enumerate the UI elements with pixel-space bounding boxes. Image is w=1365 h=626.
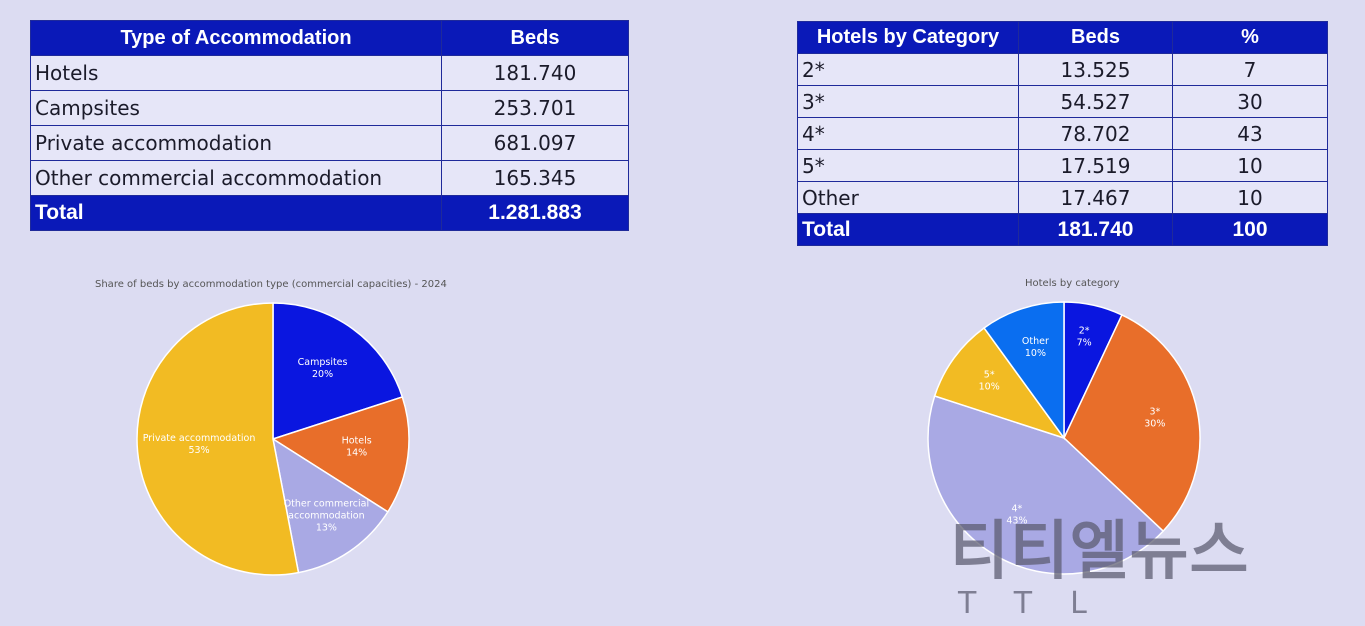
pie-slices — [136, 302, 410, 576]
total-beds: 1.281.883 — [441, 195, 629, 231]
table-row: Hotels 181.740 — [30, 55, 629, 91]
pie-label-other: Other 10% — [1022, 336, 1049, 359]
row-beds: 13.525 — [1018, 53, 1173, 86]
pie-label-line: 43% — [1006, 516, 1027, 527]
total-beds: 181.740 — [1018, 213, 1173, 246]
pie-label-other-commercial-accommodation: Other commercial accommodation 13% — [284, 499, 369, 534]
row-label: 3* — [797, 85, 1019, 118]
total-percent: 100 — [1172, 213, 1328, 246]
total-label: Total — [30, 195, 442, 231]
pie-label-line: Other — [1022, 336, 1049, 347]
header-beds: Beds — [1018, 21, 1173, 54]
pie-label-line: 10% — [979, 382, 1000, 393]
table-row: 3* 54.527 30 — [797, 85, 1328, 118]
pie-label-private-accommodation: Private accommodation 53% — [143, 433, 256, 456]
table-header-row: Hotels by Category Beds % — [797, 21, 1328, 54]
chart-title: Hotels by category — [1025, 278, 1120, 289]
pie-label-line: 30% — [1144, 419, 1165, 430]
pie-slice-4 — [927, 395, 1165, 575]
pie-label-line: 14% — [346, 448, 367, 459]
pie-slice-5 — [933, 326, 1066, 440]
total-label: Total — [797, 213, 1019, 246]
pie-label-line: 20% — [312, 369, 333, 380]
table-header-row: Type of Accommodation Beds — [30, 20, 629, 56]
header-beds: Beds — [441, 20, 629, 56]
table-row: 2* 13.525 7 — [797, 53, 1328, 86]
row-percent: 10 — [1172, 181, 1328, 214]
row-label: 2* — [797, 53, 1019, 86]
row-beds: 17.467 — [1018, 181, 1173, 214]
row-beds: 181.740 — [441, 55, 629, 91]
row-label: Campsites — [30, 90, 442, 126]
table-row: 5* 17.519 10 — [797, 149, 1328, 182]
row-label: Other — [797, 181, 1019, 214]
pie-label-line: Private accommodation — [143, 433, 256, 444]
row-beds: 253.701 — [441, 90, 629, 126]
table-row: Private accommodation 681.097 — [30, 125, 629, 161]
row-label: 4* — [797, 117, 1019, 150]
pie-label-line: 5* — [984, 370, 995, 381]
pie-label-line: accommodation — [288, 511, 364, 522]
hotels-category-pie-chart: Hotels by category 2* 7%3* 30%4* 43%5* 10%Ot… — [927, 278, 1201, 575]
pie-label-line: 10% — [1025, 348, 1046, 359]
pie-label-campsites: Campsites 20% — [298, 357, 348, 380]
row-percent: 7 — [1172, 53, 1328, 86]
accommodation-table: Type of Accommodation Beds Hotels 181.74… — [30, 20, 629, 231]
pie-label-line: Campsites — [298, 357, 348, 368]
pie-label-line: Other commercial — [284, 499, 369, 510]
pie-labels: Campsites 20% Hotels 14% Other commercial acc… — [143, 357, 372, 534]
pie-label-line: Hotels — [342, 436, 372, 447]
pie-label-2: 2* 7% — [1077, 326, 1092, 349]
pie-label-5: 5* 10% — [979, 370, 1000, 393]
pie-slice-campsites — [272, 302, 404, 441]
pie-label-hotels: Hotels 14% — [342, 436, 372, 459]
pie-slice-other-commercial-accommodation — [271, 437, 389, 574]
pie-label-line: 4* — [1012, 504, 1023, 515]
pie-label-line: 2* — [1079, 326, 1090, 337]
table-row: Campsites 253.701 — [30, 90, 629, 126]
row-beds: 165.345 — [441, 160, 629, 196]
row-percent: 10 — [1172, 149, 1328, 182]
pie-label-line: 53% — [188, 445, 209, 456]
row-beds: 681.097 — [441, 125, 629, 161]
row-label: Private accommodation — [30, 125, 442, 161]
pie-slices — [927, 301, 1201, 575]
row-label: Other commercial accommodation — [30, 160, 442, 196]
pie-slice-private-accommodation — [136, 302, 300, 576]
header-type-of-accommodation: Type of Accommodation — [30, 20, 442, 56]
total-row: Total 1.281.883 — [30, 195, 629, 231]
pie-label-3: 3* 30% — [1144, 407, 1165, 430]
hotels-category-table: Hotels by Category Beds % 2* 13.525 7 3*… — [797, 21, 1328, 246]
row-label: 5* — [797, 149, 1019, 182]
pie-labels: 2* 7%3* 30%4* 43%5* 10%Other 10% — [979, 326, 1166, 527]
row-percent: 30 — [1172, 85, 1328, 118]
table-row: 4* 78.702 43 — [797, 117, 1328, 150]
header-hotels-by-category: Hotels by Category — [797, 21, 1019, 54]
table-row: Other 17.467 10 — [797, 181, 1328, 214]
accommodation-pie-chart: Share of beds by accommodation type (com… — [95, 279, 447, 576]
pie-label-line: 3* — [1149, 407, 1160, 418]
row-beds: 54.527 — [1018, 85, 1173, 118]
row-percent: 43 — [1172, 117, 1328, 150]
watermark-sub: TTL — [958, 586, 1125, 621]
pie-slice-other — [983, 301, 1065, 441]
pie-slice-3 — [1063, 313, 1201, 533]
watermark-logo: 티티엘뉴스 — [950, 515, 1250, 589]
row-beds: 78.702 — [1018, 117, 1173, 150]
pie-label-line: 7% — [1077, 338, 1092, 349]
chart-title: Share of beds by accommodation type (com… — [95, 279, 447, 290]
total-row: Total 181.740 100 — [797, 213, 1328, 246]
pie-slice-hotels — [271, 396, 410, 513]
row-label: Hotels — [30, 55, 442, 91]
row-beds: 17.519 — [1018, 149, 1173, 182]
header-percent: % — [1172, 21, 1328, 54]
table-row: Other commercial accommodation 165.345 — [30, 160, 629, 196]
pie-label-line: 13% — [316, 523, 337, 534]
pie-label-4: 4* 43% — [1006, 504, 1027, 527]
